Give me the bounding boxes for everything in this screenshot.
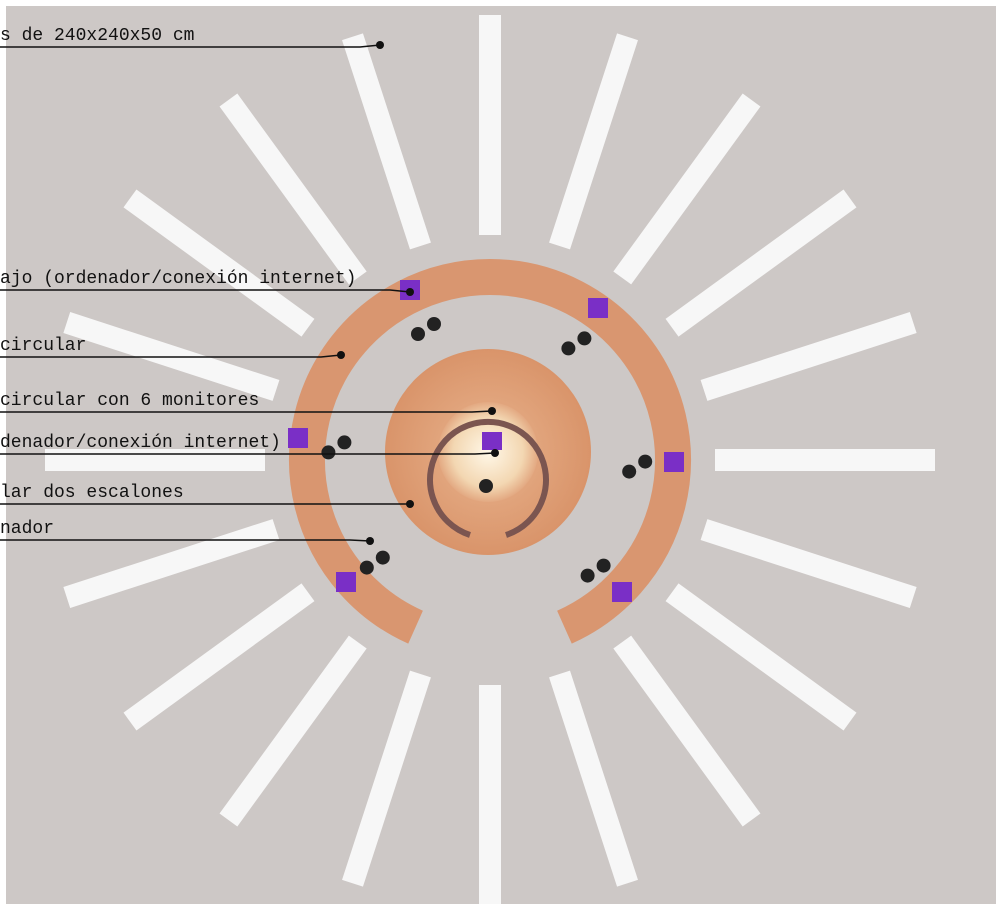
chair	[638, 455, 652, 469]
chair	[622, 465, 636, 479]
leader-dot	[337, 351, 345, 359]
floor-plan: s de 240x240x50 cm ajo (ordenador/conexió…	[0, 0, 996, 904]
chair	[561, 341, 575, 355]
chair	[360, 561, 374, 575]
label: ajo (ordenador/conexión internet)	[0, 269, 356, 289]
chair	[376, 551, 390, 565]
central-computer	[482, 432, 502, 450]
label: circular	[0, 336, 86, 356]
label: denador/conexión internet)	[0, 433, 281, 453]
label: lar dos escalones	[0, 483, 184, 503]
leader-dot	[376, 41, 384, 49]
computer	[336, 572, 356, 592]
label: nador	[0, 519, 54, 539]
chair	[597, 559, 611, 573]
label: s de 240x240x50 cm	[0, 26, 194, 46]
chair	[577, 331, 591, 345]
leader-dot	[491, 449, 499, 457]
label: circular con 6 monitores	[0, 391, 259, 411]
leader-dot	[366, 537, 374, 545]
chair	[479, 479, 493, 493]
chair	[337, 435, 351, 449]
computer	[588, 298, 608, 318]
chair	[581, 569, 595, 583]
chair	[321, 445, 335, 459]
chair	[411, 327, 425, 341]
chair	[427, 317, 441, 331]
bench	[479, 15, 501, 235]
leader-dot	[406, 500, 414, 508]
leader-dot	[406, 288, 414, 296]
bench	[715, 449, 935, 471]
computer	[288, 428, 308, 448]
computer	[664, 452, 684, 472]
leader-dot	[488, 407, 496, 415]
bench	[479, 685, 501, 904]
computer	[612, 582, 632, 602]
